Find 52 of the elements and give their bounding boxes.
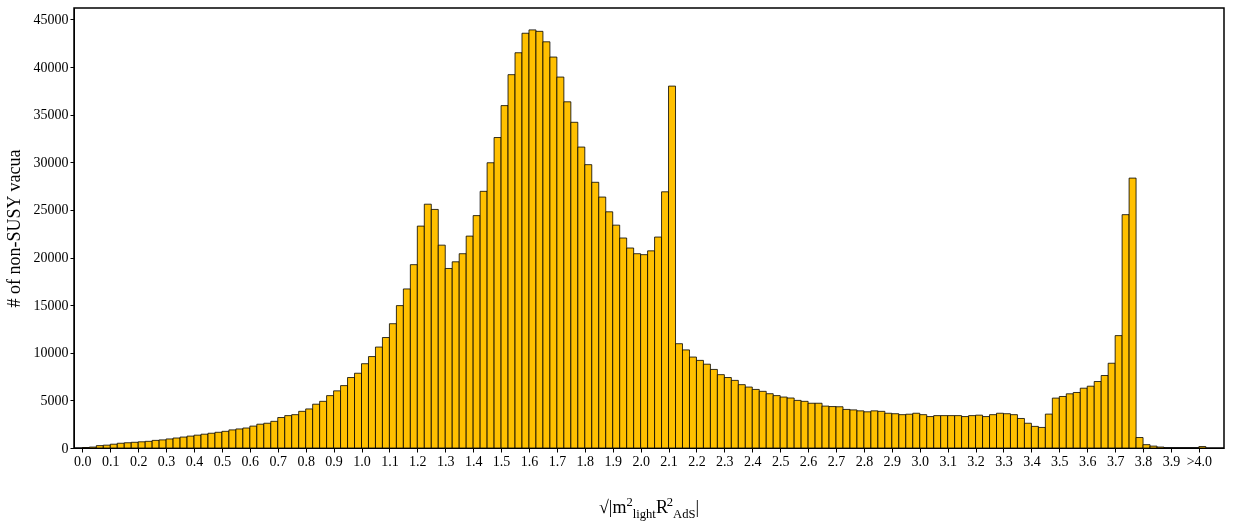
x-tick-label: 3.5 xyxy=(1051,453,1069,469)
x-tick-label: 2.3 xyxy=(716,453,734,469)
y-tick-label: 30000 xyxy=(33,154,69,170)
x-tick-label: 0.7 xyxy=(269,453,288,469)
y-axis-title: # of non-SUSY vacua xyxy=(3,149,24,308)
x-tick-label: 3.1 xyxy=(939,453,957,469)
y-tick-label: 5000 xyxy=(40,392,69,408)
x-tick-label: 3.3 xyxy=(995,453,1013,469)
x-tick-label: 1.0 xyxy=(353,453,371,469)
x-tick-label: 2.8 xyxy=(855,453,874,469)
x-tick-label: 2.6 xyxy=(799,453,818,469)
x-tick-label: 3.2 xyxy=(967,453,985,469)
x-tick-label: >4.0 xyxy=(1186,453,1213,469)
x-tick-label: 3.4 xyxy=(1023,453,1041,469)
x-tick-label: 2.4 xyxy=(744,453,762,469)
y-tick-label: 45000 xyxy=(33,11,69,27)
x-tick-label: 2.7 xyxy=(827,453,846,469)
y-tick-label: 20000 xyxy=(33,250,69,266)
x-tick-label: 0.4 xyxy=(185,453,204,469)
x-tick-label: 1.2 xyxy=(409,453,427,469)
y-tick-label: 10000 xyxy=(33,345,69,361)
y-tick-label: 0 xyxy=(61,440,69,456)
x-tick-label: 2.1 xyxy=(660,453,678,469)
x-tick-label: 1.6 xyxy=(520,453,539,469)
x-tick-label: 2.5 xyxy=(771,453,790,469)
x-tick-label: 0.9 xyxy=(325,453,343,469)
x-tick-label: 0.5 xyxy=(213,453,232,469)
x-tick-label: 0.0 xyxy=(74,453,92,469)
x-tick-label: 2.0 xyxy=(632,453,650,469)
x-tick-label: 1.3 xyxy=(436,453,455,469)
x-tick-label: 3.7 xyxy=(1106,453,1125,469)
y-tick-label: 15000 xyxy=(33,297,69,313)
x-tick-label: 1.7 xyxy=(548,453,567,469)
x-tick-label: 0.3 xyxy=(157,453,176,469)
y-tick-label: 35000 xyxy=(33,107,69,123)
x-tick-label: 3.9 xyxy=(1162,453,1181,469)
x-tick-label: 2.2 xyxy=(688,453,706,469)
x-tick-label: 1.8 xyxy=(576,453,595,469)
x-tick-label: 2.9 xyxy=(883,453,902,469)
x-tick-label: 1.5 xyxy=(492,453,511,469)
x-tick-label: 0.2 xyxy=(129,453,148,469)
x-tick-label: 1.9 xyxy=(604,453,622,469)
x-tick-label: 1.4 xyxy=(464,453,483,469)
x-tick-label: 1.1 xyxy=(381,453,399,469)
x-tick-label: 3.0 xyxy=(911,453,929,469)
y-tick-label: 40000 xyxy=(33,59,69,75)
y-tick-label: 25000 xyxy=(33,202,69,218)
x-tick-label: 0.1 xyxy=(102,453,120,469)
x-tick-label: 3.6 xyxy=(1078,453,1097,469)
x-tick-label: 0.6 xyxy=(241,453,260,469)
x-tick-label: 3.8 xyxy=(1134,453,1153,469)
x-tick-label: 0.8 xyxy=(297,453,315,469)
